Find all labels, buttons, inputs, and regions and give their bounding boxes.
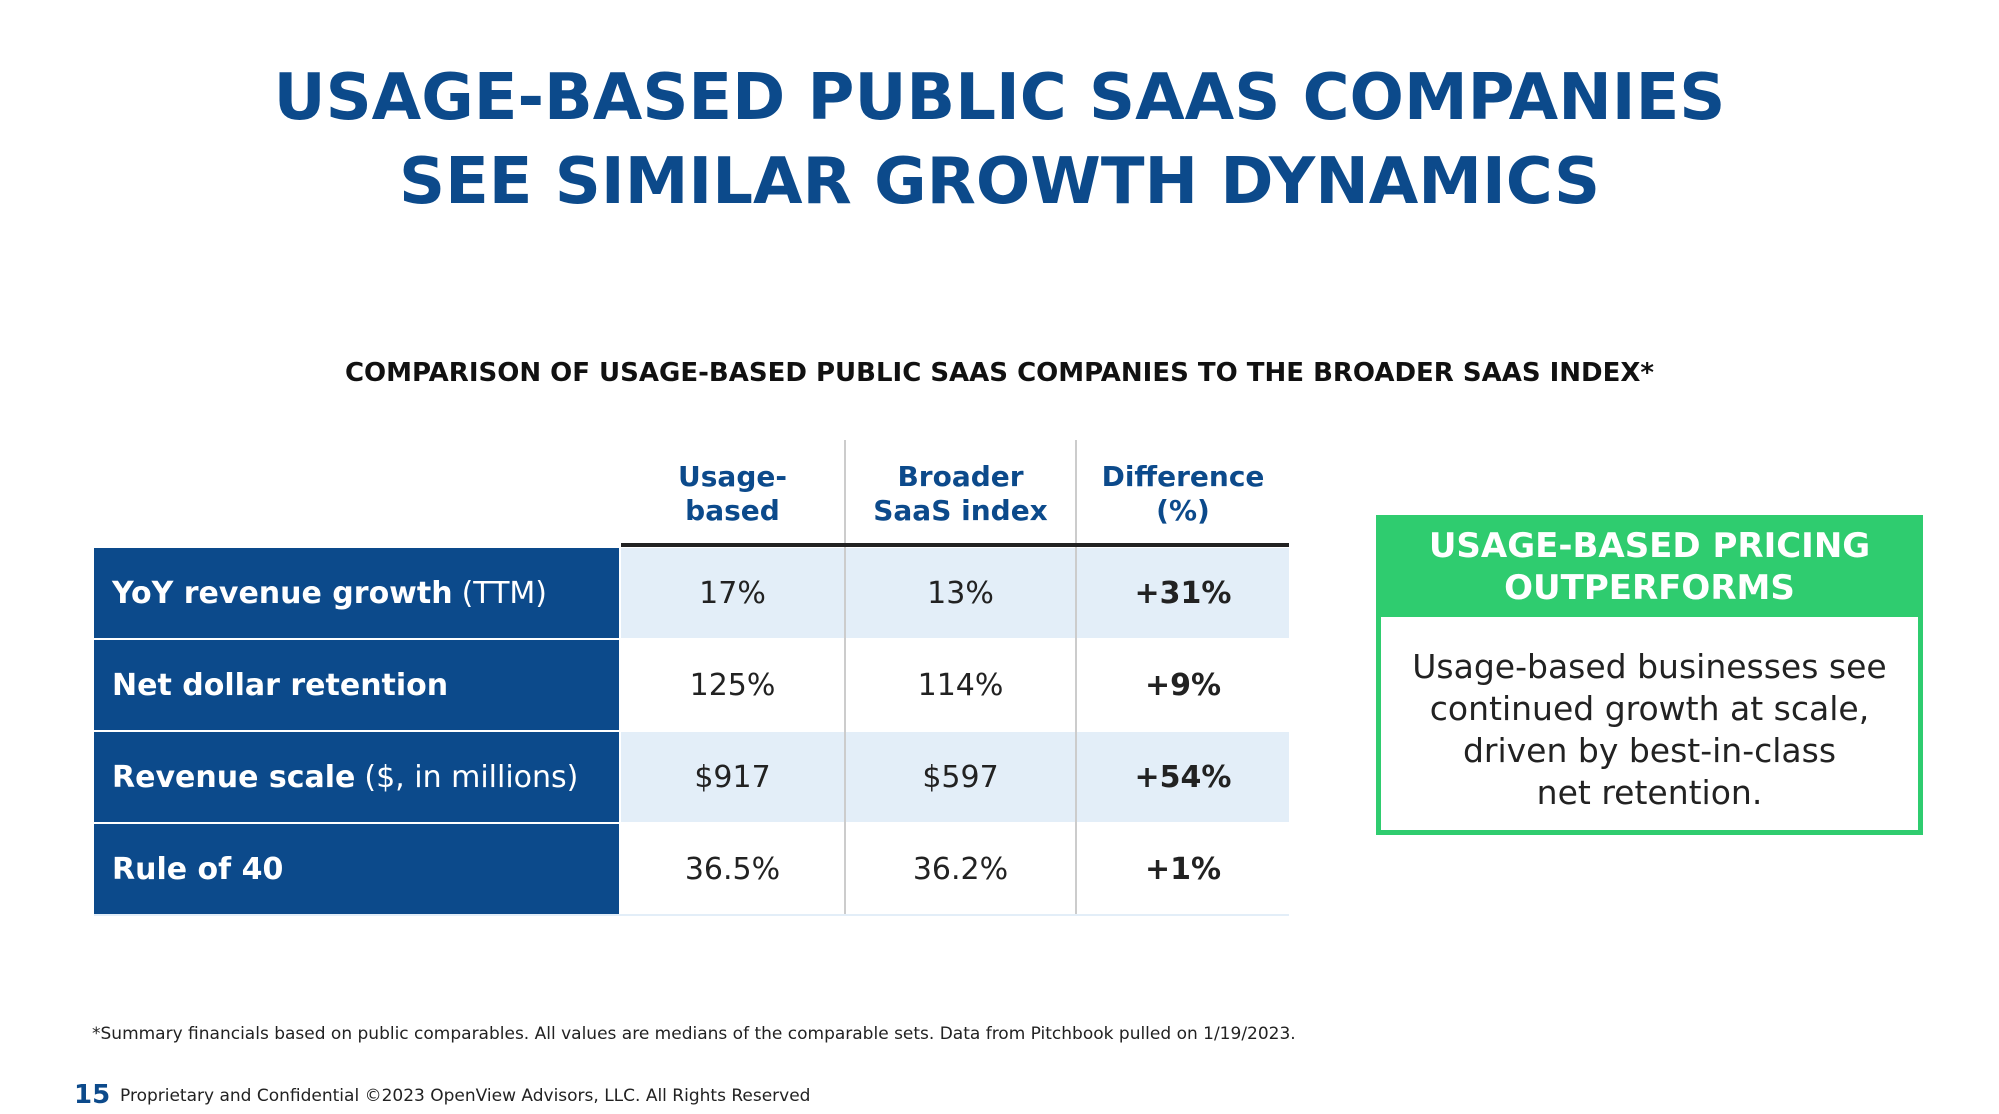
callout-line: net retention. [1536,773,1763,812]
row-label: Revenue scale ($, in millions) [94,732,619,822]
column-header-line: Difference [1101,460,1265,493]
page-number: 15 [74,1080,111,1110]
table-cell: 114% [917,667,1004,703]
callout-title: USAGE-BASED PRICING OUTPERFORMS [1376,515,1923,617]
column-header-line: SaaS index [873,494,1048,527]
table-cell: +1% [1144,851,1222,887]
column-header-line: Broader [897,460,1024,493]
column-divider [1075,440,1077,914]
title-line: SEE SIMILAR GROWTH DYNAMICS [398,145,1601,219]
bottom-rule [94,914,1289,916]
callout-line: Usage-based businesses see [1412,647,1887,686]
subtitle: COMPARISON OF USAGE-BASED PUBLIC SAAS CO… [344,358,1655,388]
column-header: Difference (%) [1077,460,1289,528]
column-header-line: Usage- [678,460,787,493]
callout-title-line: USAGE-BASED PRICING [1428,526,1871,566]
table-cell: $917 [694,759,771,795]
table-cell: 36.2% [912,851,1009,887]
column-header-line: (%) [1156,494,1210,527]
title-line: USAGE-BASED PUBLIC SAAS COMPANIES [273,61,1726,135]
callout-line: continued growth at scale, [1429,689,1870,728]
table-cell: 125% [689,667,776,703]
row-qualifier: ($, in millions) [364,759,579,795]
table-cell: 13% [927,575,994,611]
row-label-text: Rule of 40 [112,851,284,887]
table-cell: $597 [922,759,999,795]
column-header: Usage-based [621,460,844,528]
row-label-text: YoY revenue growth [112,575,453,611]
table-cell: +9% [1144,667,1222,703]
row-label-text: Net dollar retention [112,667,449,703]
row-label: YoY revenue growth (TTM) [94,548,619,638]
row-label: Rule of 40 [94,824,619,914]
column-divider [844,440,846,914]
row-label: Net dollar retention [94,640,619,730]
footer-text: Proprietary and Confidential ©2023 OpenV… [120,1086,811,1106]
row-qualifier: (TTM) [461,575,548,611]
row-label-text: Revenue scale [112,759,356,795]
callout-title-line: OUTPERFORMS [1504,568,1795,608]
callout-line: driven by best-in-class [1462,731,1837,770]
table-cell: +54% [1134,759,1232,795]
row-band [621,548,1289,638]
column-header-line: based [685,494,780,527]
table-cell: +31% [1134,575,1232,611]
column-header: Broader SaaS index [846,460,1075,528]
table-cell: 36.5% [684,851,781,887]
footnote: *Summary financials based on public comp… [92,1024,1296,1044]
row-band [621,732,1289,822]
table-cell: 17% [699,575,766,611]
header-rule [621,543,1289,547]
callout-body: Usage-based businesses see continued gro… [1376,646,1923,814]
